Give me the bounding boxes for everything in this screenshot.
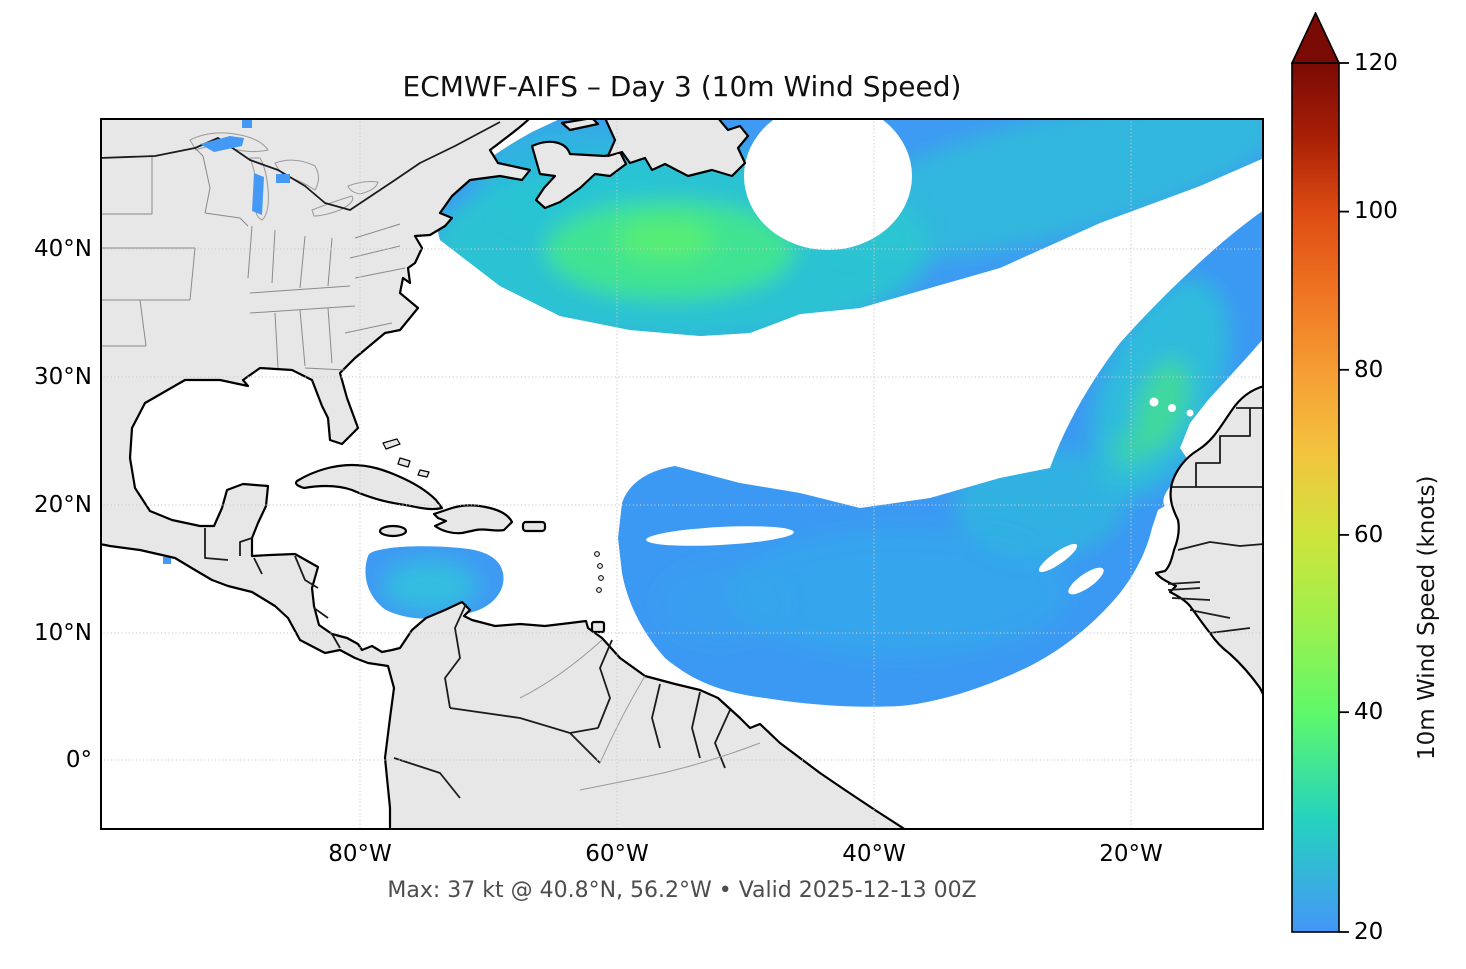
xtick-40w: 40°W — [842, 841, 906, 867]
colorbar-gradient — [1290, 11, 1349, 933]
cbtick-20: 20 — [1354, 919, 1384, 945]
ytick-10n: 10°N — [34, 620, 92, 646]
colorbar-extend-arrow — [1290, 11, 1341, 64]
xtick-80w: 80°W — [328, 841, 392, 867]
wind-speed-map — [98, 116, 1266, 832]
ytick-40n: 40°N — [34, 236, 92, 262]
ytick-0: 0° — [65, 747, 92, 773]
ytick-20n: 20°N — [34, 492, 92, 518]
cbtick-80: 80 — [1354, 357, 1384, 383]
map-area — [98, 116, 1266, 832]
xtick-20w: 20°W — [1099, 841, 1163, 867]
cbtick-40: 40 — [1354, 699, 1384, 725]
ytick-30n: 30°N — [34, 364, 92, 390]
cbtick-120: 120 — [1354, 50, 1398, 76]
cbtick-60: 60 — [1354, 522, 1384, 548]
page-title: ECMWF-AIFS – Day 3 (10m Wind Speed) — [402, 70, 962, 103]
xtick-60w: 60°W — [585, 841, 649, 867]
colorbar — [1290, 11, 1411, 938]
max-valid-caption: Max: 37 kt @ 40.8°N, 56.2°W • Valid 2025… — [387, 878, 977, 903]
colorbar-axis-label: 10m Wind Speed (knots) — [1414, 475, 1440, 760]
cbtick-100: 100 — [1354, 198, 1398, 224]
